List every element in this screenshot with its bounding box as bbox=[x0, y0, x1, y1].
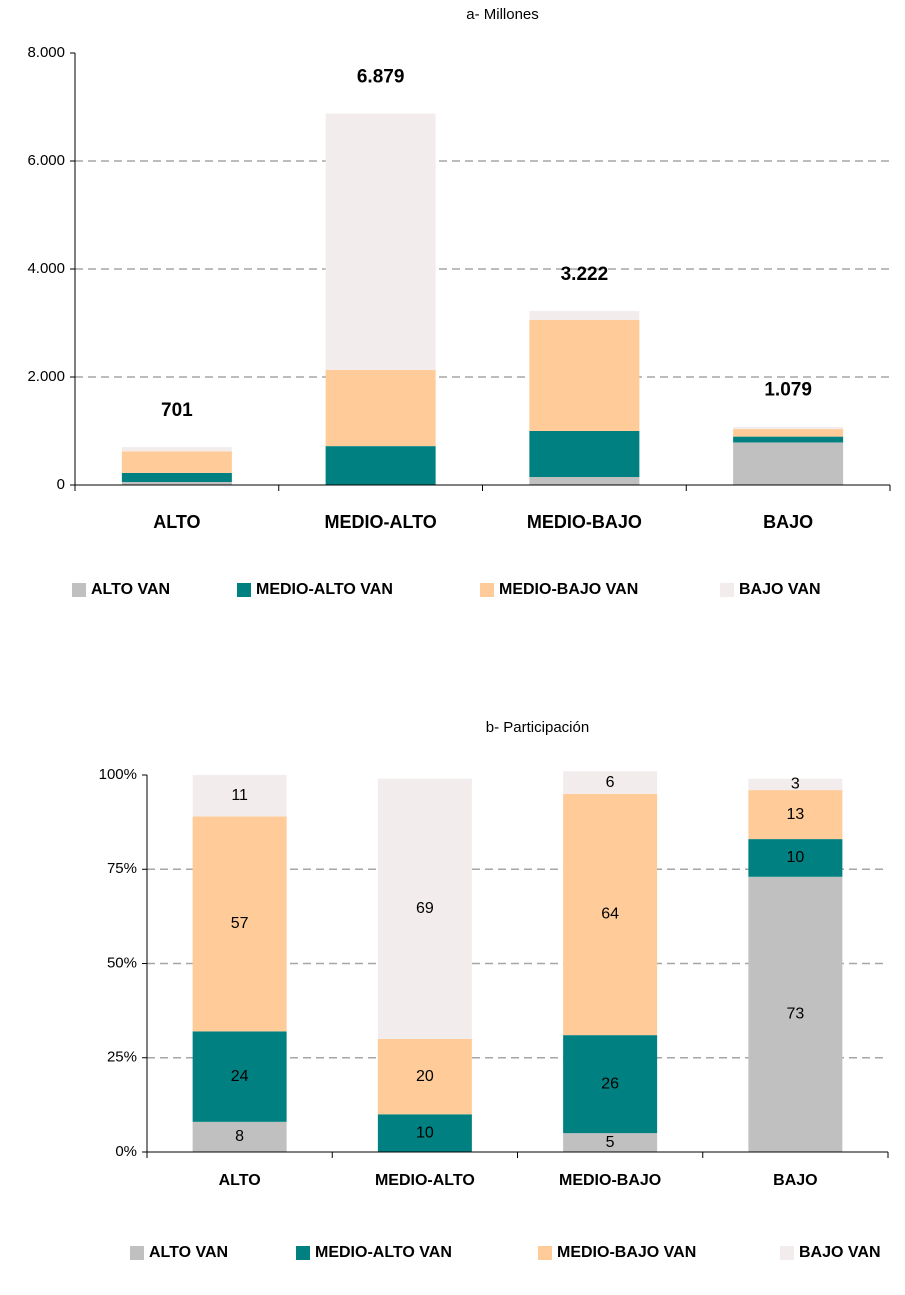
legend-label: MEDIO-BAJO VAN bbox=[557, 1244, 696, 1261]
legend-label: BAJO VAN bbox=[799, 1244, 881, 1261]
data-label: 26 bbox=[601, 1075, 619, 1092]
y-tick-label: 100% bbox=[99, 766, 137, 783]
x-tick-label: ALTO bbox=[153, 512, 200, 532]
bar-segment bbox=[325, 446, 436, 485]
legend-swatch bbox=[480, 583, 494, 597]
y-tick-label: 4.000 bbox=[27, 260, 65, 277]
legend-label: MEDIO-BAJO VAN bbox=[499, 581, 638, 598]
bar-segment bbox=[733, 436, 844, 443]
bar-segment bbox=[748, 876, 843, 1152]
bar-segment bbox=[563, 793, 658, 1036]
bar-segment bbox=[377, 778, 472, 1039]
data-label: 10 bbox=[416, 1124, 434, 1141]
x-tick-label: BAJO bbox=[773, 1172, 817, 1189]
bar-segment bbox=[121, 481, 232, 485]
bar-segment bbox=[529, 477, 640, 485]
data-label: 57 bbox=[231, 915, 249, 932]
total-label: 6.879 bbox=[357, 67, 405, 88]
data-label: 11 bbox=[231, 787, 248, 804]
bar-segment bbox=[325, 369, 436, 447]
data-label: 8 bbox=[235, 1128, 244, 1145]
y-tick-label: 8.000 bbox=[27, 44, 65, 61]
bar-segment bbox=[121, 472, 232, 482]
y-tick-label: 0 bbox=[57, 476, 65, 493]
legend-label: MEDIO-ALTO VAN bbox=[315, 1244, 452, 1261]
chart-title: b- Participación bbox=[486, 719, 589, 736]
data-label: 73 bbox=[786, 1006, 804, 1023]
bar-segment bbox=[563, 771, 658, 794]
bar-segment bbox=[192, 1031, 287, 1122]
x-tick-label: MEDIO-ALTO bbox=[375, 1172, 475, 1189]
legend-swatch bbox=[237, 583, 251, 597]
x-tick-label: MEDIO-ALTO bbox=[324, 512, 436, 532]
bar-segment bbox=[121, 447, 232, 452]
data-label: 10 bbox=[786, 849, 804, 866]
legend-swatch bbox=[538, 1246, 552, 1260]
y-tick-label: 50% bbox=[107, 954, 137, 971]
total-label: 3.222 bbox=[561, 264, 609, 285]
legend-label: MEDIO-ALTO VAN bbox=[256, 581, 393, 598]
y-tick-label: 2.000 bbox=[27, 368, 65, 385]
data-label: 3 bbox=[791, 776, 800, 793]
y-tick-label: 75% bbox=[107, 860, 137, 877]
x-tick-label: ALTO bbox=[219, 1172, 261, 1189]
legend-label: BAJO VAN bbox=[739, 581, 821, 598]
bar-segment bbox=[529, 319, 640, 431]
bar-segment bbox=[377, 1038, 472, 1115]
bar-segment bbox=[563, 1035, 658, 1134]
total-label: 1.079 bbox=[764, 380, 812, 401]
bar-segment bbox=[529, 431, 640, 478]
legend-swatch bbox=[720, 583, 734, 597]
bar-segment bbox=[748, 790, 843, 840]
bar-segment bbox=[748, 839, 843, 877]
legend-swatch bbox=[296, 1246, 310, 1260]
legend-swatch bbox=[130, 1246, 144, 1260]
data-label: 64 bbox=[601, 906, 619, 923]
bar-segment bbox=[733, 429, 844, 437]
legend-label: ALTO VAN bbox=[149, 1244, 228, 1261]
bar-segment bbox=[733, 442, 844, 485]
chart-title: a- Millones bbox=[466, 6, 539, 23]
bar-segment bbox=[529, 311, 640, 320]
legend-swatch bbox=[780, 1246, 794, 1260]
data-label: 20 bbox=[416, 1068, 434, 1085]
x-tick-label: BAJO bbox=[763, 512, 813, 532]
x-tick-label: MEDIO-BAJO bbox=[527, 512, 642, 532]
data-label: 13 bbox=[786, 806, 804, 823]
y-tick-label: 6.000 bbox=[27, 152, 65, 169]
total-label: 701 bbox=[161, 400, 193, 421]
bar-segment bbox=[192, 775, 287, 817]
bar-segment bbox=[733, 426, 844, 430]
data-label: 69 bbox=[416, 900, 434, 917]
bar-segment bbox=[325, 113, 436, 370]
legend-swatch bbox=[72, 583, 86, 597]
legend-label: ALTO VAN bbox=[91, 581, 170, 598]
bar-segment bbox=[192, 1121, 287, 1152]
y-tick-label: 25% bbox=[107, 1049, 137, 1066]
bar-segment bbox=[377, 1114, 472, 1152]
data-label: 6 bbox=[606, 774, 615, 791]
data-label: 24 bbox=[231, 1068, 249, 1085]
bar-segment bbox=[748, 778, 843, 791]
x-tick-label: MEDIO-BAJO bbox=[559, 1172, 661, 1189]
data-label: 5 bbox=[606, 1134, 615, 1151]
bar-segment bbox=[192, 816, 287, 1032]
bar-segment bbox=[563, 1133, 658, 1152]
bar-segment bbox=[121, 451, 232, 473]
y-tick-label: 0% bbox=[115, 1143, 137, 1160]
